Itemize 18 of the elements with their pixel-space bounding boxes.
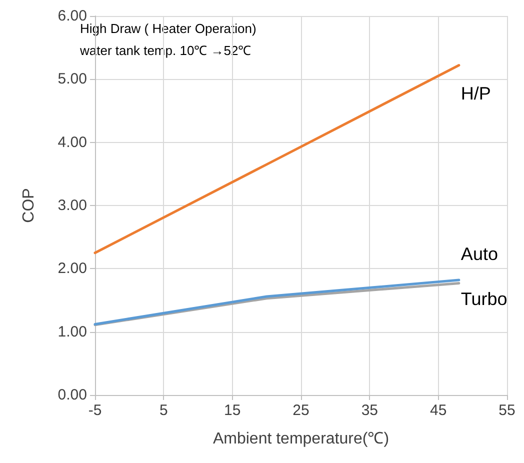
- x-tick-label: 15: [224, 402, 241, 419]
- y-tick-label: 5.00: [58, 70, 87, 88]
- series-label: Auto: [460, 244, 498, 264]
- x-tick-label: 55: [498, 402, 516, 419]
- x-tick-label: 45: [430, 402, 447, 419]
- y-tick-label: 4.00: [58, 134, 87, 151]
- x-tick-label: -5: [88, 402, 102, 419]
- series-label: H/P: [460, 83, 491, 104]
- x-axis-title: Ambient temperature(℃): [212, 430, 390, 448]
- y-tick-label: 1.00: [58, 323, 87, 340]
- x-tick-label: 35: [361, 402, 378, 419]
- y-tick-label: 3.00: [58, 197, 87, 214]
- y-tick-label: 2.00: [58, 260, 87, 278]
- series-label: Turbo: [460, 289, 508, 310]
- x-tick-label: 25: [292, 402, 310, 419]
- y-tick-label: 0.00: [58, 386, 87, 404]
- x-tick-label: 5: [159, 402, 168, 419]
- y-axis-title: COP: [20, 188, 38, 223]
